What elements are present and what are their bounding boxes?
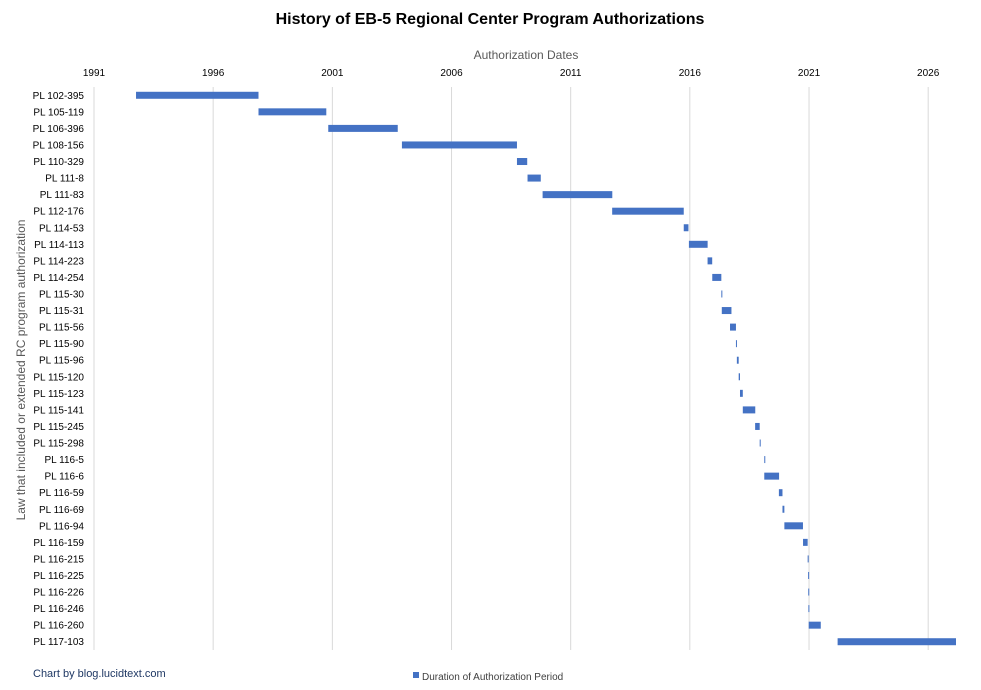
- bar-pl-116-6: [764, 472, 780, 480]
- bar-pl-115-30: [721, 290, 723, 298]
- bar-pl-102-395: [136, 91, 259, 99]
- bar-pl-115-56: [730, 323, 736, 331]
- category-label: PL 116-59: [39, 488, 84, 499]
- bar-pl-111-83: [542, 191, 613, 199]
- chart-credit: Chart by blog.lucidtext.com: [33, 668, 166, 680]
- category-label: PL 116-94: [39, 521, 84, 532]
- category-label: PL 106-396: [33, 124, 85, 135]
- category-label: PL 116-246: [33, 604, 84, 615]
- bar-pl-108-156: [401, 141, 517, 149]
- category-label: PL 114-113: [34, 240, 84, 251]
- category-label: PL 116-159: [33, 538, 84, 549]
- bar-pl-105-119: [258, 108, 327, 116]
- bar-pl-110-329: [516, 158, 528, 166]
- x-axis-title: Authorization Dates: [474, 48, 579, 62]
- category-label: PL 114-254: [33, 273, 84, 284]
- bar-pl-116-69: [782, 505, 785, 513]
- x-axis-ticks: 1991 1996 2001 2006 2011 2016 2021 2026: [83, 68, 940, 79]
- chart-title: History of EB-5 Regional Center Program …: [276, 11, 705, 28]
- category-label: PL 115-96: [39, 356, 84, 367]
- bar-pl-116-94: [784, 522, 803, 530]
- bar-pl-114-223: [707, 257, 713, 265]
- x-tick-label: 1991: [83, 68, 106, 79]
- bar-pl-116-246: [808, 605, 810, 613]
- category-label: PL 116-260: [33, 621, 84, 632]
- category-label: PL 111-8: [45, 174, 84, 185]
- bar-pl-115-90: [735, 340, 737, 348]
- x-tick-label: 2011: [560, 68, 582, 79]
- bar-pl-116-226: [808, 588, 810, 596]
- category-label: PL 116-215: [33, 554, 84, 565]
- x-tick-label: 2001: [321, 68, 344, 79]
- category-label: PL 117-103: [33, 637, 84, 648]
- bar-pl-116-59: [778, 489, 783, 497]
- category-label: PL 116-225: [33, 571, 84, 582]
- category-label: PL 115-30: [39, 289, 84, 300]
- legend-entry: Duration of Authorization Period: [422, 672, 563, 683]
- bar-pl-115-31: [721, 307, 732, 315]
- y-axis-categories: PL 102-395 PL 105-119 PL 106-396 PL 108-156…: [33, 91, 85, 648]
- category-label: PL 115-31: [39, 306, 84, 317]
- bar-pl-106-396: [328, 124, 398, 132]
- x-tick-label: 2006: [440, 68, 463, 79]
- category-label: PL 105-119: [33, 107, 84, 118]
- x-tick-label: 2026: [917, 68, 940, 79]
- bar-pl-115-298: [759, 439, 761, 447]
- x-tick-label: 2021: [798, 68, 821, 79]
- category-label: PL 116-6: [45, 472, 85, 483]
- bar-pl-115-141: [742, 406, 756, 414]
- category-label: PL 115-141: [33, 405, 84, 416]
- category-label: PL 110-329: [33, 157, 84, 168]
- bar-pl-115-245: [755, 422, 760, 430]
- category-label: PL 108-156: [33, 140, 85, 151]
- category-label: PL 115-120: [33, 372, 84, 383]
- y-axis-title: Law that included or extended RC program…: [14, 220, 28, 521]
- category-label: PL 116-5: [45, 455, 85, 466]
- bars: [136, 91, 956, 646]
- bar-pl-111-8: [527, 174, 541, 182]
- bar-pl-115-123: [739, 389, 743, 397]
- bar-pl-117-103: [837, 638, 956, 646]
- gridlines: [93, 87, 929, 650]
- x-tick-label: 2016: [679, 68, 702, 79]
- bar-pl-115-96: [736, 356, 739, 364]
- category-label: PL 111-83: [40, 190, 85, 201]
- bar-pl-114-254: [712, 273, 722, 281]
- legend: Duration of Authorization Period: [413, 672, 563, 683]
- legend-swatch: [413, 672, 419, 678]
- bar-pl-116-260: [808, 621, 821, 629]
- category-label: PL 115-123: [33, 389, 84, 400]
- bar-pl-112-176: [612, 207, 684, 215]
- category-label: PL 115-298: [33, 439, 84, 450]
- bar-pl-116-215: [807, 555, 809, 563]
- bar-pl-114-113: [688, 240, 708, 248]
- category-label: PL 102-395: [33, 91, 85, 102]
- category-label: PL 116-226: [33, 588, 84, 599]
- bar-pl-115-120: [738, 373, 740, 381]
- bar-pl-116-5: [764, 456, 766, 464]
- category-label: PL 115-90: [39, 339, 84, 350]
- bar-pl-116-159: [803, 538, 808, 546]
- category-label: PL 114-223: [33, 256, 84, 267]
- bar-pl-116-225: [808, 571, 810, 579]
- category-label: PL 116-69: [39, 505, 84, 516]
- category-label: PL 112-176: [33, 207, 84, 218]
- category-label: PL 115-56: [39, 323, 84, 334]
- bar-pl-114-53: [683, 224, 689, 232]
- x-tick-label: 1996: [202, 68, 225, 79]
- category-label: PL 115-245: [33, 422, 84, 433]
- category-label: PL 114-53: [39, 223, 84, 234]
